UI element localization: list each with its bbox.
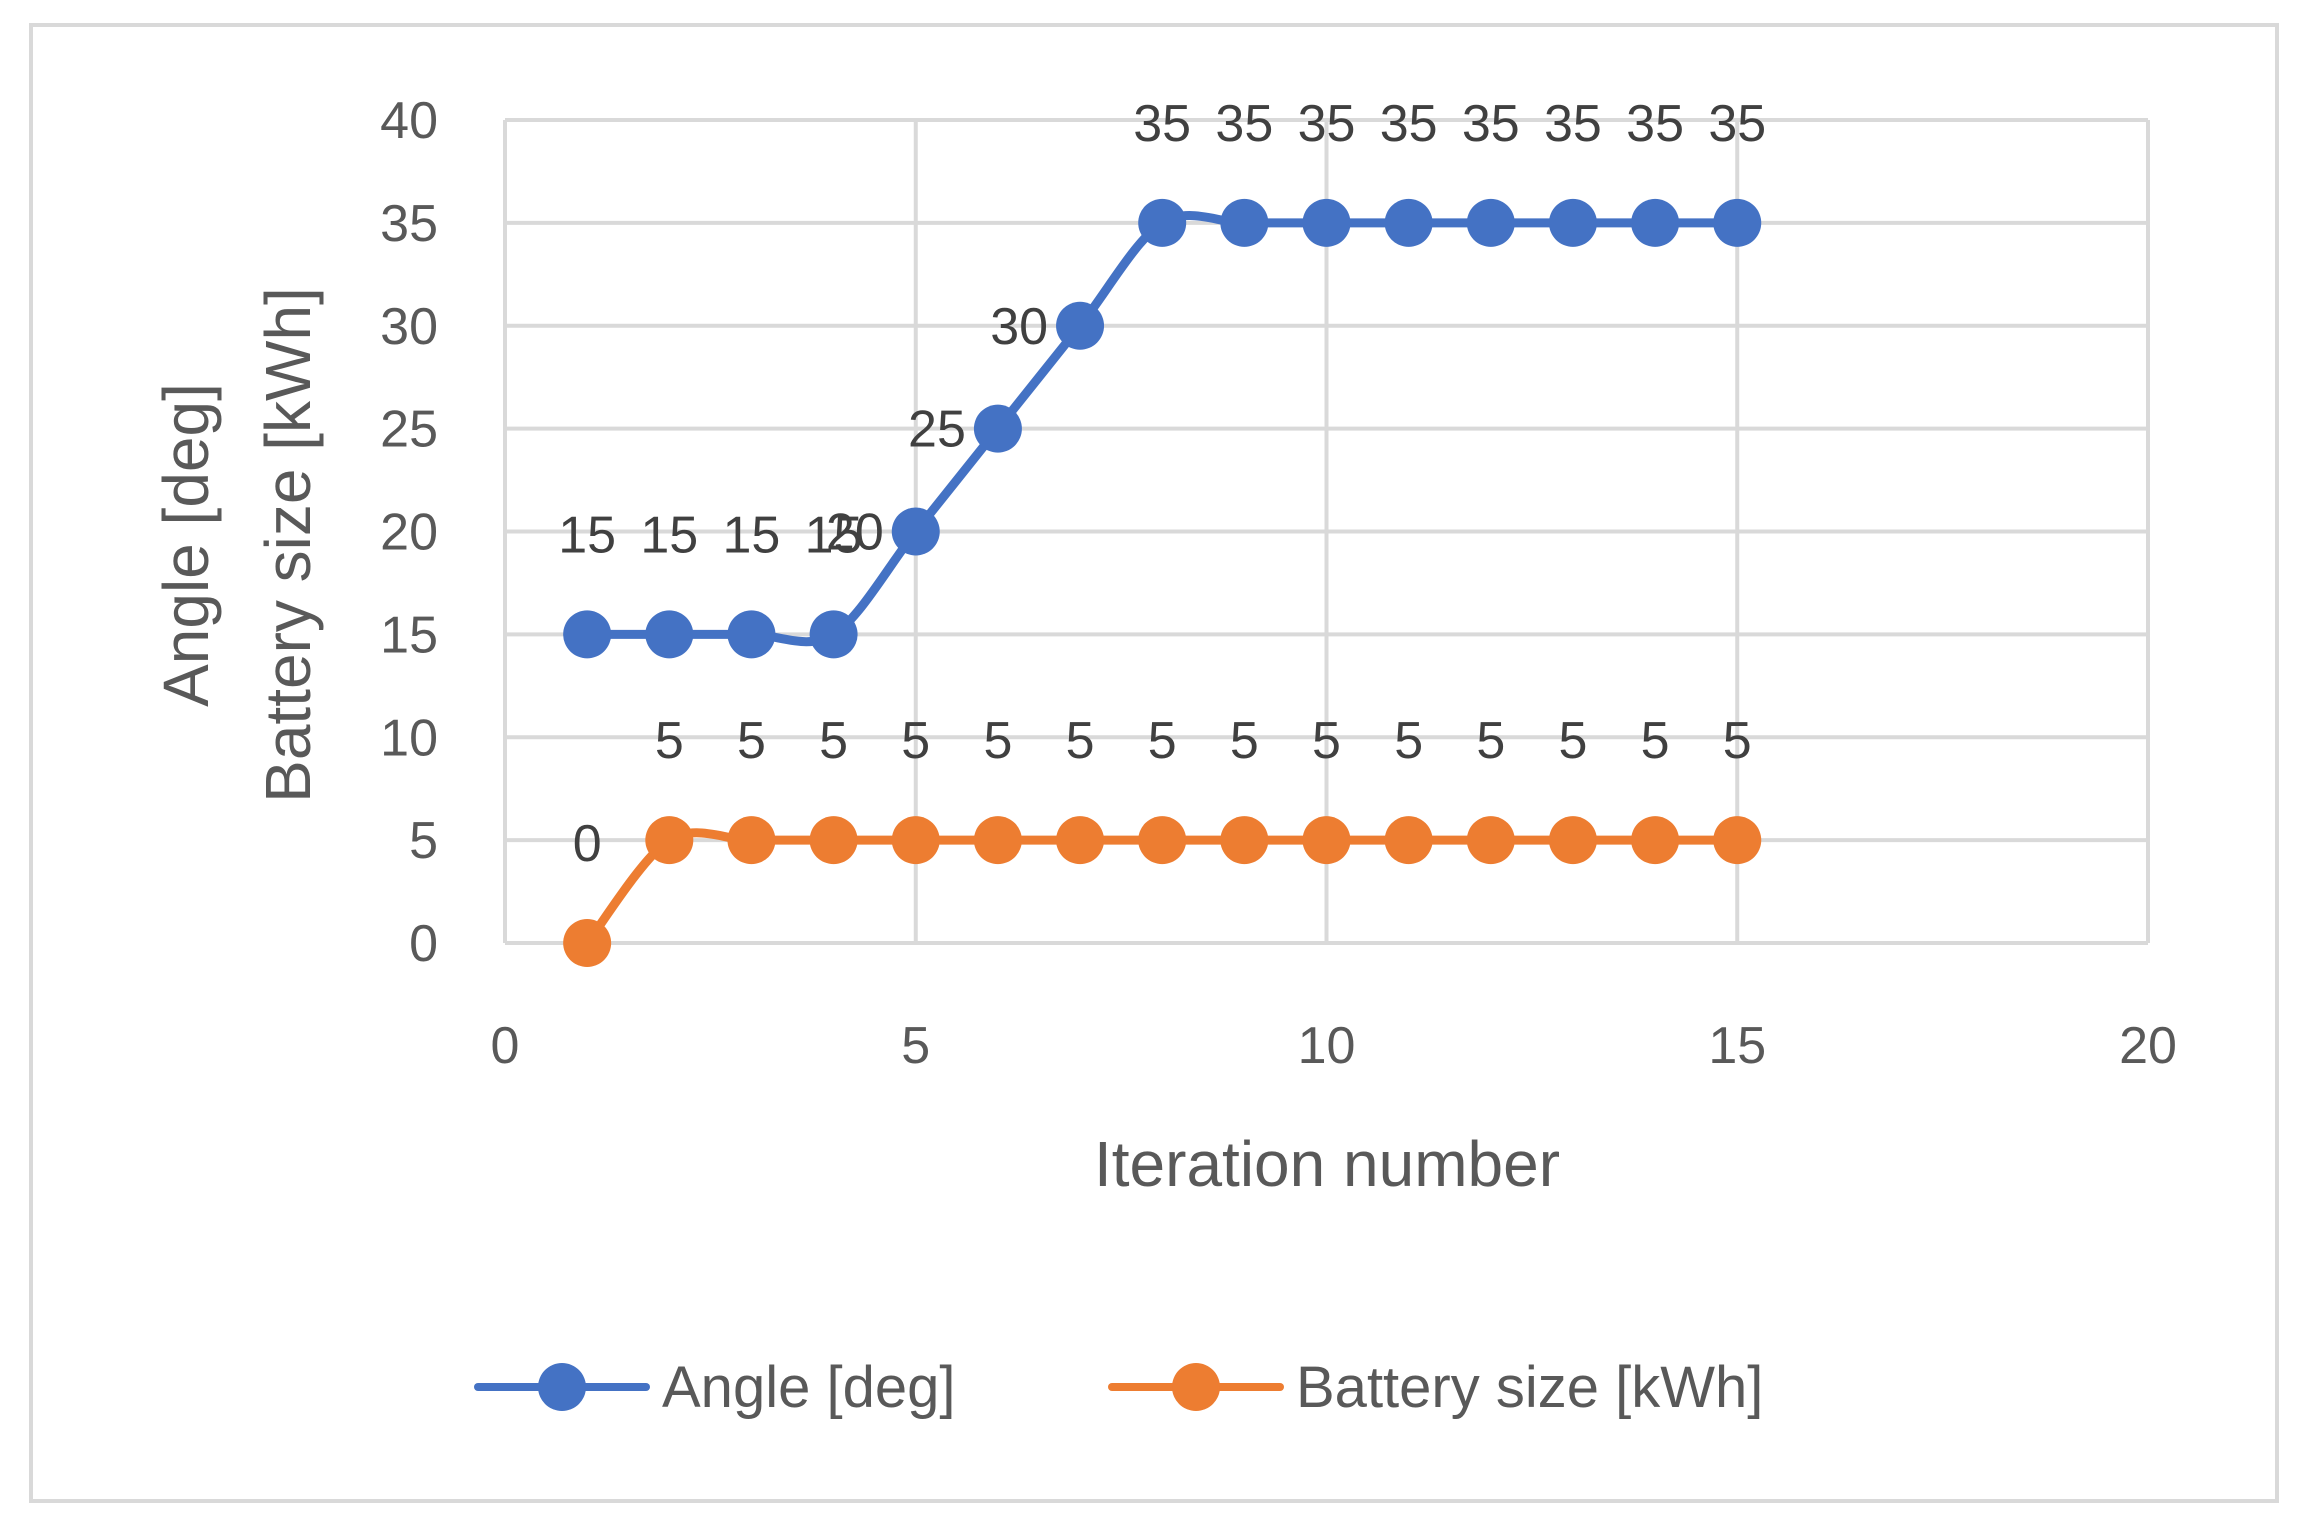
legend-label-angle: Angle [deg]	[662, 1355, 955, 1420]
data-point-battery-size	[1138, 816, 1187, 865]
data-label-angle: 15	[805, 506, 863, 564]
data-label-battery-size: 5	[1476, 712, 1505, 770]
data-label-battery-size: 5	[655, 712, 684, 770]
data-point-angle	[973, 404, 1022, 453]
legend-item-angle: Angle [deg]	[474, 1355, 955, 1420]
data-point-angle	[645, 610, 694, 659]
data-label-angle: 35	[1215, 95, 1273, 153]
data-point-angle	[1466, 198, 1515, 247]
data-point-battery-size	[973, 816, 1022, 865]
data-label-angle: 15	[723, 506, 781, 564]
data-point-battery-size	[727, 816, 776, 865]
data-label-battery-size: 0	[573, 815, 602, 873]
y-tick-label: 20	[380, 504, 438, 562]
legend-marker-angle	[538, 1363, 586, 1411]
data-point-battery-size	[1220, 816, 1269, 865]
data-label-battery-size: 5	[901, 712, 930, 770]
y-tick-label: 10	[380, 709, 438, 767]
series-angle	[563, 198, 1762, 659]
x-axis-title: Iteration number	[1094, 1128, 1560, 1200]
data-label-battery-size: 5	[1723, 712, 1752, 770]
data-label-battery-size: 5	[1312, 712, 1341, 770]
data-point-battery-size	[809, 816, 858, 865]
y-axis-title-line-1: Angle [deg]	[150, 383, 222, 707]
y-axis-title-line-2: Battery size [kWh]	[252, 287, 324, 803]
data-point-angle	[1384, 198, 1433, 247]
legend-label-battery-size: Battery size [kWh]	[1296, 1355, 1763, 1420]
y-tick-label: 30	[380, 298, 438, 356]
x-tick-label: 20	[2119, 1017, 2177, 1075]
data-point-angle	[1138, 198, 1187, 247]
data-label-angle: 35	[1133, 95, 1191, 153]
data-label-angle: 25	[908, 401, 966, 459]
y-tick-label: 0	[409, 915, 438, 973]
series-line-angle	[582, 211, 1742, 647]
data-label-angle: 35	[1708, 95, 1766, 153]
data-point-angle	[1056, 301, 1105, 350]
data-label-battery-size: 5	[1558, 712, 1587, 770]
data-label-angle: 15	[640, 506, 698, 564]
data-label-battery-size: 5	[1230, 712, 1259, 770]
y-tick-label: 15	[380, 606, 438, 664]
data-point-angle	[809, 610, 858, 659]
data-label-angle: 35	[1298, 95, 1356, 153]
data-point-angle	[1220, 198, 1269, 247]
data-point-battery-size	[1631, 816, 1680, 865]
data-label-battery-size: 5	[1066, 712, 1095, 770]
chart-frame	[29, 23, 2279, 1503]
data-point-angle	[1302, 198, 1351, 247]
y-tick-label: 35	[380, 195, 438, 253]
y-axis-title: Angle [deg] Battery size [kWh]	[150, 287, 324, 803]
data-label-battery-size: 5	[1394, 712, 1423, 770]
data-label-angle: 20	[826, 504, 884, 562]
series-lines	[563, 198, 1762, 967]
data-point-angle	[1631, 198, 1680, 247]
x-tick-label: 10	[1298, 1017, 1356, 1075]
data-point-battery-size	[1302, 816, 1351, 865]
data-point-battery-size	[1548, 816, 1597, 865]
data-label-angle: 35	[1462, 95, 1520, 153]
data-point-battery-size	[1466, 816, 1515, 865]
data-point-angle	[727, 610, 776, 659]
x-tick-label: 5	[901, 1017, 930, 1075]
legend-marker-battery-size	[1172, 1363, 1220, 1411]
data-point-angle	[891, 507, 940, 556]
data-label-battery-size: 5	[1148, 712, 1177, 770]
data-point-battery-size	[891, 816, 940, 865]
data-label-angle: 30	[990, 298, 1048, 356]
data-point-angle	[1713, 198, 1762, 247]
data-label-battery-size: 5	[983, 712, 1012, 770]
x-tick-label: 0	[491, 1017, 520, 1075]
data-point-battery-size	[1056, 816, 1105, 865]
data-point-angle	[1548, 198, 1597, 247]
data-point-battery-size	[1384, 816, 1433, 865]
legend-item-battery-size: Battery size [kWh]	[1108, 1355, 1763, 1420]
data-label-battery-size: 5	[1641, 712, 1670, 770]
y-tick-label: 5	[409, 812, 438, 870]
data-label-angle: 15	[558, 506, 616, 564]
data-label-angle: 35	[1380, 95, 1438, 153]
x-tick-label: 15	[1708, 1017, 1766, 1075]
data-point-battery-size	[645, 816, 694, 865]
data-point-battery-size	[1713, 816, 1762, 865]
series-battery-size	[563, 816, 1762, 967]
data-label-battery-size: 5	[737, 712, 766, 770]
data-label-battery-size: 5	[819, 712, 848, 770]
data-point-angle	[563, 610, 612, 659]
legend: Angle [deg] Battery size [kWh]	[474, 1355, 1763, 1420]
y-tick-label: 40	[380, 92, 438, 150]
data-label-angle: 35	[1544, 95, 1602, 153]
data-label-angle: 35	[1626, 95, 1684, 153]
data-point-battery-size	[563, 919, 612, 967]
y-tick-label: 25	[380, 401, 438, 459]
